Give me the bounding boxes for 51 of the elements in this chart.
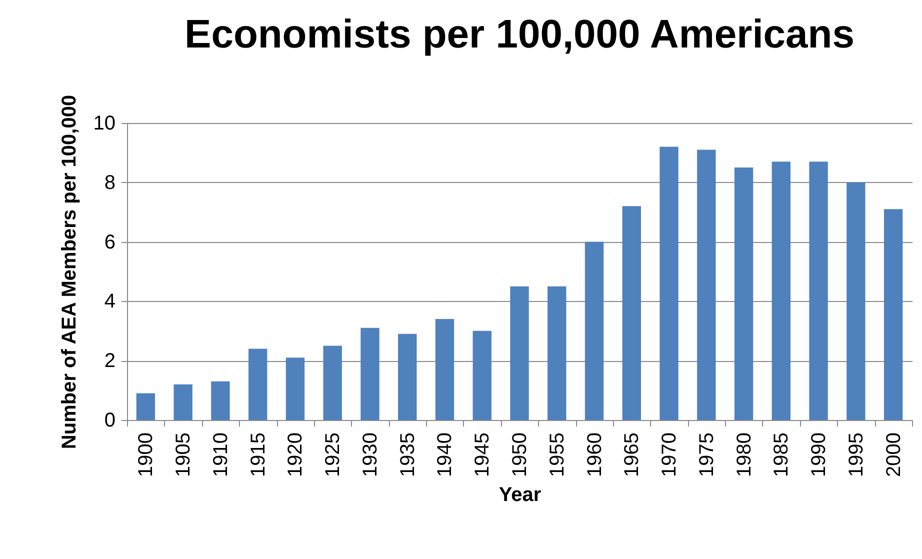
x-tick-label: 1950 bbox=[509, 432, 531, 477]
x-tick-label: 1945 bbox=[472, 432, 494, 477]
bar bbox=[697, 150, 716, 420]
bar bbox=[884, 209, 903, 420]
bar bbox=[734, 168, 754, 420]
x-tick-label: 1975 bbox=[696, 432, 718, 477]
bar bbox=[772, 162, 791, 420]
x-tick-label: 1980 bbox=[733, 432, 756, 477]
bar bbox=[136, 393, 156, 420]
x-tick-label: 2000 bbox=[882, 432, 905, 477]
y-tick-label: 0 bbox=[104, 410, 116, 432]
y-axis-title: Number of AEA Members per 100,000 bbox=[58, 94, 80, 450]
x-tick-label: 1955 bbox=[546, 432, 568, 477]
x-tick-label: 1985 bbox=[770, 432, 793, 477]
x-tick-label: 1965 bbox=[621, 432, 644, 477]
x-tick-label: 1925 bbox=[322, 432, 344, 477]
bar bbox=[360, 328, 380, 420]
x-tick-label: 1970 bbox=[658, 432, 681, 477]
x-tick-label: 1900 bbox=[135, 432, 158, 477]
x-tick-label: 1960 bbox=[584, 432, 606, 477]
bar bbox=[286, 358, 305, 420]
x-tick-label: 1905 bbox=[172, 432, 195, 477]
x-tick-label: 1995 bbox=[845, 432, 868, 477]
bar bbox=[472, 330, 492, 420]
y-tick-label: 2 bbox=[104, 350, 116, 372]
x-tick-label: 1935 bbox=[396, 432, 419, 477]
bar bbox=[323, 346, 342, 420]
x-axis-title: Year bbox=[498, 484, 542, 506]
bar bbox=[622, 206, 641, 420]
bar bbox=[584, 242, 604, 420]
bar bbox=[435, 319, 454, 420]
y-tick-label: 10 bbox=[93, 112, 116, 134]
x-tick-label: 1940 bbox=[434, 432, 456, 477]
bar bbox=[211, 381, 230, 420]
bar bbox=[660, 146, 678, 420]
bar bbox=[174, 384, 192, 420]
x-tick-label: 1910 bbox=[210, 432, 232, 477]
bar bbox=[248, 348, 268, 420]
x-tick-label: 1930 bbox=[359, 432, 382, 477]
bar bbox=[846, 182, 866, 420]
chart-title: Economists per 100,000 Americans bbox=[184, 12, 854, 57]
bar bbox=[510, 286, 529, 420]
bar bbox=[398, 334, 417, 420]
y-tick-label: 6 bbox=[104, 231, 116, 254]
x-tick-label: 1915 bbox=[247, 432, 270, 477]
y-tick-label: 4 bbox=[104, 290, 116, 313]
bar bbox=[809, 162, 828, 420]
bar bbox=[548, 286, 566, 420]
x-tick-label: 1990 bbox=[808, 432, 830, 477]
x-tick-label: 1920 bbox=[284, 432, 307, 477]
y-tick-label: 8 bbox=[104, 172, 116, 194]
